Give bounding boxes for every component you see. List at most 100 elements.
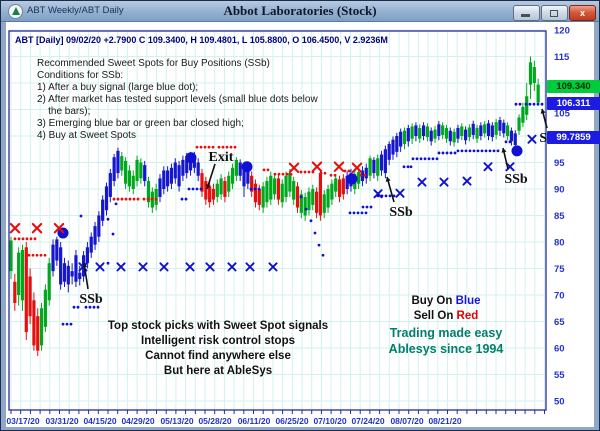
candle-body — [62, 263, 67, 282]
candle-body — [318, 173, 323, 216]
resistance-dot-red — [43, 253, 47, 257]
minimize-icon — [521, 14, 530, 17]
resistance-dot-red — [112, 197, 116, 201]
blue-x-mark — [417, 177, 427, 187]
candle-body — [452, 131, 456, 143]
support-dot-blue — [76, 305, 80, 309]
candle-body — [410, 126, 414, 139]
support-dot-blue — [456, 149, 460, 153]
support-dot-blue — [61, 322, 65, 326]
candle-body — [24, 247, 28, 333]
candle-body — [265, 181, 269, 203]
support-dot-blue — [352, 211, 356, 215]
signal-arrow — [83, 262, 89, 290]
buy-signal-dot — [511, 145, 523, 157]
resistance-dot-red — [347, 169, 351, 173]
candle-body — [131, 175, 135, 189]
candle-body — [143, 165, 147, 182]
support-dot-blue — [96, 305, 100, 309]
candle-body — [425, 126, 429, 138]
support-dot-blue — [384, 194, 388, 198]
resistance-dot-red — [225, 145, 229, 149]
candle-body — [28, 276, 32, 317]
support-dot-blue — [313, 231, 317, 235]
ablesys-logo-icon — [8, 4, 23, 19]
y-axis-label: 95 — [554, 158, 565, 169]
support-dot-blue — [317, 243, 321, 247]
support-dot-blue — [106, 261, 110, 265]
resistance-dot-red — [323, 171, 327, 175]
candle-body — [387, 143, 391, 160]
titlebar[interactable]: ABT Weekly/ABT Daily Abbot Laboratories … — [1, 1, 599, 22]
candle-body — [284, 175, 288, 197]
candle-body — [169, 167, 174, 184]
candle-body — [486, 123, 491, 136]
restore-button[interactable] — [541, 5, 568, 21]
candle-body — [525, 96, 529, 115]
support-dot-blue — [106, 217, 110, 221]
x-axis-label: 04/15/20 — [83, 416, 116, 426]
candle-body — [399, 131, 403, 147]
support-dot-blue — [528, 102, 532, 106]
support-dot-blue — [532, 102, 536, 106]
resistance-dot-red — [195, 145, 199, 149]
candle-body — [116, 150, 120, 174]
blue-x-mark — [205, 262, 215, 272]
conditions-line: 2) After market has tested support level… — [37, 94, 318, 105]
x-axis-label: 05/28/20 — [198, 416, 231, 426]
support-dot-blue — [419, 157, 423, 161]
candle-body — [536, 84, 540, 103]
support-dot-blue — [72, 305, 76, 309]
candle-body — [456, 128, 460, 139]
candle-body — [433, 129, 437, 139]
resistance-dot-red — [363, 173, 367, 177]
resistance-dot-red — [199, 145, 203, 149]
support-dot-blue — [402, 165, 406, 169]
candle-body — [368, 158, 372, 176]
y-axis-label: 85 — [554, 211, 565, 222]
promo-line: Top stock picks with Sweet Spot signals — [107, 320, 329, 332]
resistance-dot-red — [319, 171, 323, 175]
signal-arrowhead — [540, 109, 546, 114]
support-dot-blue — [449, 151, 453, 155]
candle-body — [402, 130, 407, 144]
support-dot-blue — [472, 149, 476, 153]
candle-body — [124, 160, 128, 184]
candle-body — [379, 154, 384, 171]
candle-body — [364, 167, 368, 179]
support-dot-blue — [445, 151, 449, 155]
candle-body — [498, 120, 502, 131]
candle-body — [414, 125, 418, 136]
support-dot-blue — [65, 322, 69, 326]
candle-body — [257, 189, 261, 205]
candle-body — [120, 156, 124, 171]
candle-body — [13, 281, 17, 303]
resistance-dot-red — [289, 172, 293, 176]
support-dot-blue — [195, 187, 199, 191]
candle-body — [162, 170, 166, 189]
close-button[interactable]: x — [569, 5, 596, 21]
candle-body — [39, 308, 44, 346]
signal-arrow — [206, 163, 216, 190]
candle-body — [372, 159, 376, 174]
support-dot-blue — [369, 205, 373, 209]
resistance-dot-red — [207, 145, 211, 149]
support-dot-blue — [480, 149, 484, 153]
candle-body — [101, 199, 105, 221]
buy-signal-dot — [241, 161, 253, 173]
support-dot-blue — [388, 194, 392, 198]
candle-body — [181, 159, 185, 176]
candle-body — [357, 172, 361, 184]
candle-body — [208, 186, 212, 203]
candle-body — [444, 128, 449, 139]
minimize-button[interactable] — [513, 5, 540, 21]
blue-x-mark — [95, 262, 105, 272]
candle-body — [376, 158, 380, 176]
resistance-dot-red — [142, 197, 146, 201]
price-marker-high: 109.340 — [547, 80, 600, 93]
conditions-line: Recommended Sweet Spots for Buy Position… — [37, 58, 270, 69]
x-axis-label: 06/25/20 — [275, 416, 308, 426]
red-x-mark — [31, 222, 43, 234]
support-dot-blue — [488, 149, 492, 153]
support-dot-blue — [453, 151, 457, 155]
